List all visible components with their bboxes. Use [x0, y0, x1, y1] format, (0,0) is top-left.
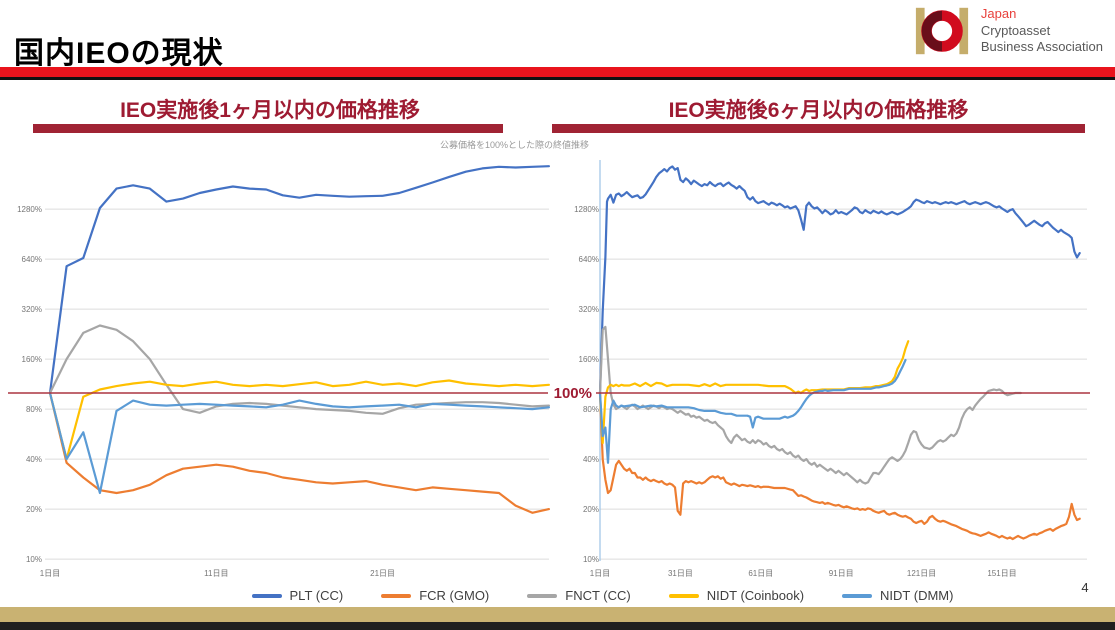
y-tick-label: 320%	[22, 305, 42, 314]
legend-item: FCR (GMO)	[381, 588, 489, 603]
y-tick-label: 10%	[26, 555, 42, 564]
jcba-logo: Japan Cryptoasset Business Association	[913, 4, 1103, 58]
legend-item: FNCT (CC)	[527, 588, 631, 603]
y-tick-label: 80%	[583, 405, 599, 414]
legend-label: FNCT (CC)	[565, 588, 631, 603]
footer-dark-bar	[0, 622, 1115, 630]
title-underline-bar-left	[33, 124, 503, 133]
series-line-fcr-gmo-	[598, 391, 1081, 541]
y-tick-label: 160%	[579, 355, 599, 364]
page-number: 4	[1081, 580, 1089, 595]
title-underline-bar-right	[552, 124, 1085, 133]
x-tick-label: 91日目	[829, 569, 854, 578]
series-line-fnct-cc-	[48, 324, 551, 415]
legend-line-swatch	[251, 593, 282, 598]
logo-line-japan: Japan	[980, 5, 1017, 21]
series-line-nidt-dmm-	[598, 358, 907, 464]
x-tick-label: 1日目	[590, 569, 610, 578]
x-tick-label: 151日目	[987, 569, 1016, 578]
jcba-logo-text: Japan Cryptoasset Business Association	[981, 6, 1103, 57]
series-line-fcr-gmo-	[48, 391, 551, 514]
y-tick-label: 640%	[579, 255, 599, 264]
series-line-nidt-coinbook-	[598, 340, 910, 445]
ref-line-label: 100%	[554, 385, 592, 402]
legend-item: PLT (CC)	[251, 588, 344, 603]
x-tick-label: 61日目	[748, 569, 773, 578]
series-line-plt-cc-	[48, 165, 551, 395]
chart-subtitle: 公募価格を100%とした際の終値推移	[440, 140, 590, 150]
legend-line-swatch	[842, 593, 873, 598]
legend-label: PLT (CC)	[289, 588, 344, 603]
legend-item: NIDT (Coinbook)	[668, 588, 805, 603]
y-tick-label: 10%	[583, 555, 599, 564]
legend-label: FCR (GMO)	[419, 588, 490, 603]
x-tick-label: 1日目	[40, 569, 60, 578]
series-line-fnct-cc-	[598, 325, 1022, 485]
chart-title-6month: IEO実施後6ヶ月以内の価格推移	[668, 99, 969, 122]
header-red-bar	[0, 67, 1115, 77]
series-line-nidt-dmm-	[48, 391, 551, 495]
legend-label: NIDT (Coinbook)	[706, 588, 805, 603]
legend-line-swatch	[527, 593, 558, 598]
legend-line-swatch	[668, 593, 699, 598]
y-tick-label: 20%	[583, 505, 599, 514]
x-tick-label: 11日目	[204, 569, 228, 578]
header-black-line	[0, 77, 1115, 80]
y-tick-label: 1280%	[574, 205, 599, 214]
y-tick-label: 20%	[26, 505, 42, 514]
jcba-logo-mark	[915, 7, 968, 55]
y-tick-label: 1280%	[17, 205, 42, 214]
chart-title-1month: IEO実施後1ヶ月以内の価格推移	[120, 99, 420, 122]
footer-gold-bar	[0, 607, 1115, 622]
page-title: 国内IEOの現状	[14, 37, 224, 71]
x-tick-label: 31日目	[668, 569, 693, 578]
y-tick-label: 320%	[579, 305, 599, 314]
series-line-plt-cc-	[598, 165, 1081, 395]
y-tick-label: 640%	[22, 255, 42, 264]
y-tick-label: 80%	[26, 405, 42, 414]
logo-line-association: Business Association	[980, 39, 1103, 55]
y-tick-label: 160%	[22, 355, 42, 364]
chart-legend: PLT (CC) FCR (GMO) FNCT (CC) NIDT (Coinbook…	[90, 588, 1115, 603]
y-tick-label: 40%	[26, 455, 42, 464]
y-tick-label: 40%	[583, 455, 599, 464]
x-tick-label: 21日目	[370, 569, 395, 578]
legend-line-swatch	[381, 593, 412, 598]
x-tick-label: 121日目	[907, 569, 936, 578]
legend-label: NIDT (DMM)	[880, 588, 954, 603]
series-line-nidt-coinbook-	[48, 379, 551, 461]
logo-line-cryptoasset: Cryptoasset	[980, 22, 1051, 38]
legend-item: NIDT (DMM)	[842, 588, 953, 603]
